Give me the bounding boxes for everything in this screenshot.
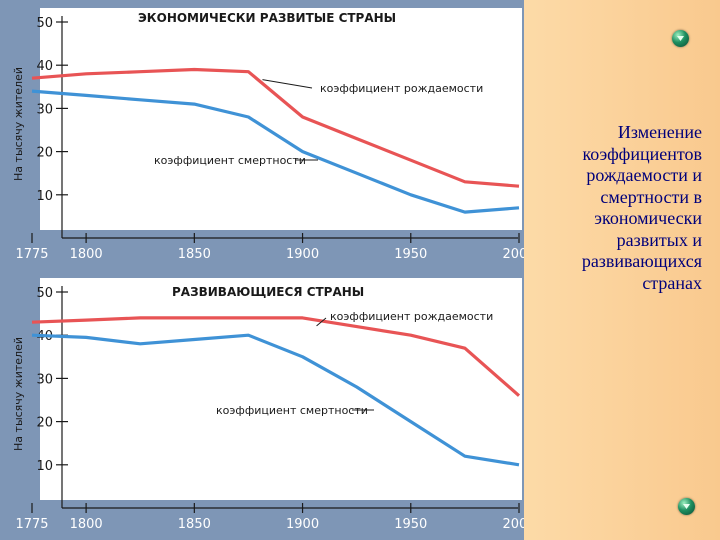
x-tick-label: 1950: [394, 517, 427, 532]
next-slide-button[interactable]: [672, 30, 689, 47]
y-axis-label: На тысячу жителей: [12, 337, 25, 451]
plot-area: [40, 8, 522, 230]
developed-countries-chart: 10 20 30 40 50 1775 1800 1850 1900 1950 2000 На тыс…: [12, 8, 524, 262]
x-tick-label: 1775: [15, 247, 48, 262]
y-tick-label: 50: [36, 16, 53, 31]
death-rate-line: [31, 89, 520, 214]
chart-title: РАЗВИВАЮЩИЕСЯ СТРАНЫ: [172, 285, 364, 299]
death-rate-label: коэффициент смертности: [216, 404, 368, 417]
x-tick-label: 1950: [394, 247, 427, 262]
chart-title: ЭКОНОМИЧЕСКИ РАЗВИТЫЕ СТРАНЫ: [138, 11, 396, 25]
x-tick-label: 2000: [502, 247, 524, 262]
x-tick-label: 1850: [178, 517, 211, 532]
death-rate-label: коэффициент смертности: [154, 154, 306, 167]
death-rate-line: [31, 333, 520, 467]
y-tick-label: 40: [36, 59, 53, 74]
y-tick-label: 20: [36, 416, 53, 431]
birth-rate-line: [31, 316, 521, 397]
y-tick-label: 30: [36, 372, 53, 387]
next-slide-icon: [683, 504, 690, 509]
birth-rate-label: коэффициент рождаемости: [320, 82, 483, 95]
label-leader: [316, 317, 327, 327]
plot-area: [40, 278, 522, 500]
developing-countries-chart: 1020304050177518001850190019502000На тыс…: [12, 278, 524, 532]
charts-panel: 10 20 30 40 50 1775 1800 1850 1900 1950 2000 На тыс…: [0, 0, 524, 540]
y-tick-label: 10: [36, 459, 53, 474]
x-tick-label: 1775: [15, 517, 48, 532]
x-tick-label: 1900: [286, 247, 319, 262]
y-tick-label: 10: [36, 189, 53, 204]
label-leader: [262, 79, 313, 89]
next-slide-button[interactable]: [678, 498, 695, 515]
y-axis-label: На тысячу жителей: [12, 67, 25, 181]
next-slide-icon: [677, 36, 684, 41]
x-tick-label: 1900: [286, 517, 319, 532]
y-tick-label: 20: [36, 146, 53, 161]
x-tick-label: 1850: [178, 247, 211, 262]
y-tick-label: 30: [36, 102, 53, 117]
birth-rate-label: коэффициент рождаемости: [330, 310, 493, 323]
birth-rate-line: [31, 67, 520, 188]
x-tick-label: 1800: [70, 247, 103, 262]
x-tick-label: 1800: [70, 517, 103, 532]
slide-caption: Изменение коэффициентов рождаемости и см…: [581, 122, 702, 293]
y-tick-label: 50: [36, 286, 53, 301]
x-tick-label: 2000: [502, 517, 524, 532]
